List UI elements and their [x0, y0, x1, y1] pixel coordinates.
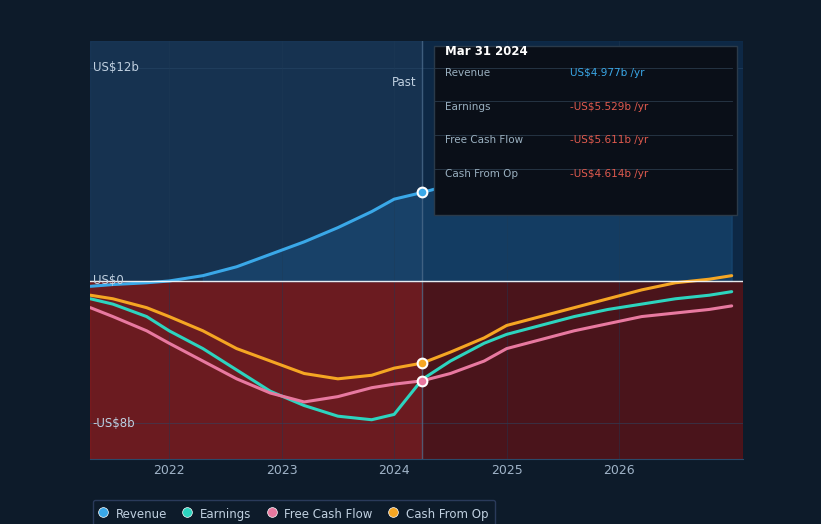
Text: US$4.977b /yr: US$4.977b /yr: [571, 68, 644, 78]
Text: US$0: US$0: [93, 275, 123, 288]
Text: -US$4.614b /yr: -US$4.614b /yr: [571, 169, 649, 179]
Text: -US$8b: -US$8b: [93, 417, 135, 430]
Text: Free Cash Flow: Free Cash Flow: [445, 136, 523, 146]
Bar: [422, 281, 743, 459]
Text: Earnings: Earnings: [445, 102, 490, 112]
Bar: [422, 41, 743, 281]
Text: Revenue: Revenue: [445, 68, 490, 78]
Text: Analysts Forecasts: Analysts Forecasts: [433, 77, 544, 90]
Bar: [90, 281, 422, 459]
Text: -US$5.529b /yr: -US$5.529b /yr: [571, 102, 649, 112]
Text: US$12b: US$12b: [93, 61, 139, 74]
Bar: [422, 41, 743, 459]
Text: Mar 31 2024: Mar 31 2024: [445, 45, 528, 58]
Bar: [433, 46, 737, 215]
Text: Cash From Op: Cash From Op: [445, 169, 518, 179]
Bar: [90, 41, 422, 459]
Text: -US$5.611b /yr: -US$5.611b /yr: [571, 136, 649, 146]
Bar: [90, 41, 422, 281]
Text: Past: Past: [392, 77, 417, 90]
Legend: Revenue, Earnings, Free Cash Flow, Cash From Op: Revenue, Earnings, Free Cash Flow, Cash …: [93, 500, 495, 524]
